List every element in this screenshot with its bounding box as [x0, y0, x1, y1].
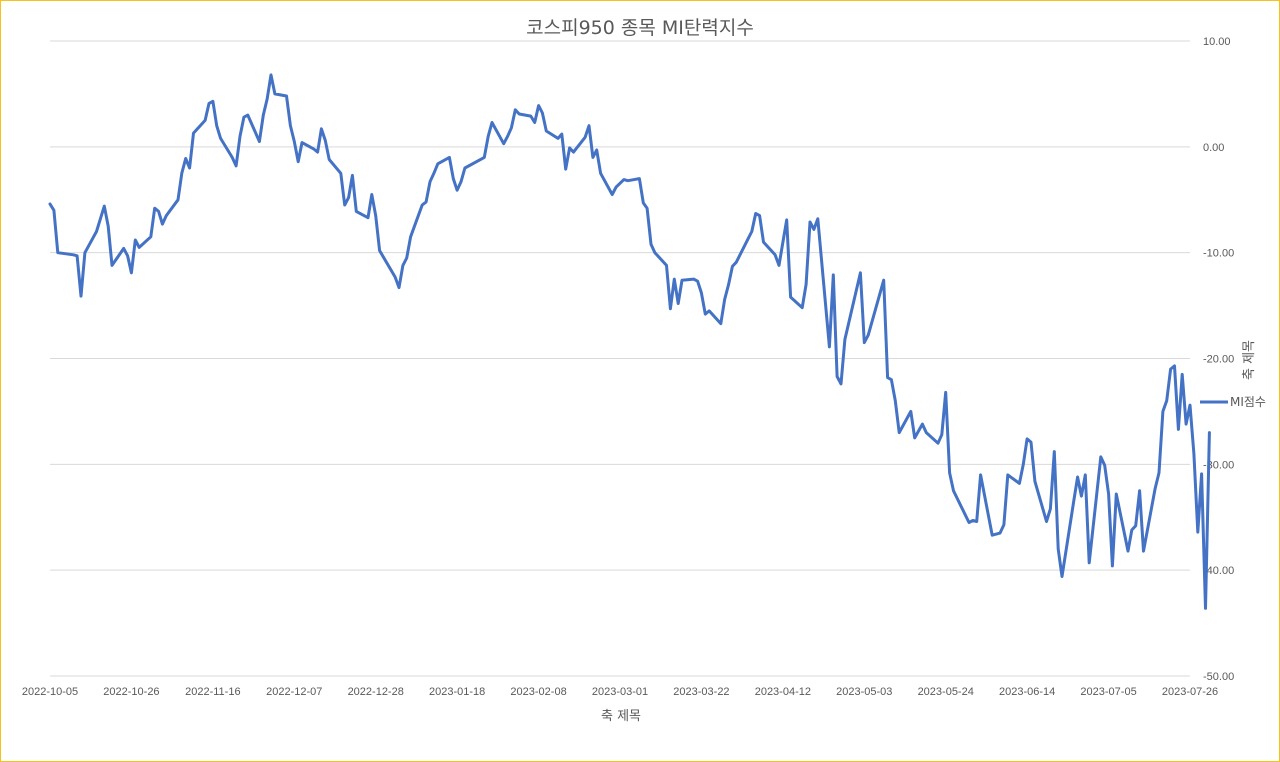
x-tick-label: 2023-07-26 [1162, 686, 1218, 698]
y-tick-label: 0.00 [1203, 142, 1224, 154]
x-tick-label: 2023-03-22 [673, 686, 729, 698]
chart-title: 코스피950 종목 MI탄력지수 [526, 17, 754, 39]
y-tick-label: -30.00 [1203, 459, 1234, 471]
x-tick-label: 2023-06-14 [999, 686, 1055, 698]
x-tick-label: 2023-05-24 [918, 686, 974, 698]
x-tick-label: 2023-02-08 [510, 686, 566, 698]
x-tick-label: 2023-07-05 [1080, 686, 1136, 698]
legend: MI점수 [1200, 395, 1266, 409]
x-tick-label: 2023-05-03 [836, 686, 892, 698]
x-tick-label: 2022-12-28 [348, 686, 404, 698]
x-tick-label: 2022-12-07 [266, 686, 322, 698]
x-tick-label: 2022-11-16 [185, 686, 240, 698]
x-tick-label: 2023-01-18 [429, 686, 485, 698]
x-axis-title: 축 제목 [601, 709, 641, 724]
x-tick-label: 2022-10-05 [22, 686, 78, 698]
x-tick-label: 2023-04-12 [755, 686, 811, 698]
series-layer [48, 73, 1211, 610]
x-axis-ticks: 2022-10-05 2022-10-26 2022-11-16 2022-12-07… [22, 686, 1218, 698]
legend-label-mi-score: MI점수 [1230, 395, 1266, 409]
y-tick-label: -10.00 [1203, 248, 1234, 260]
series-line-mi-score [48, 73, 1211, 610]
x-tick-label: 2023-03-01 [592, 686, 648, 698]
y-tick-label: -50.00 [1203, 671, 1234, 683]
x-tick-label: 2022-10-26 [103, 686, 159, 698]
y-axis-ticks: 10.00 0.00 -10.00 -20.00 -30.00 -40.00 -50.00 [1203, 36, 1234, 683]
y-tick-label: 10.00 [1203, 36, 1231, 48]
y-axis-title: 축 제목 [1242, 340, 1257, 380]
y-tick-label: -20.00 [1203, 354, 1234, 366]
y-tick-label: -40.00 [1203, 565, 1234, 577]
